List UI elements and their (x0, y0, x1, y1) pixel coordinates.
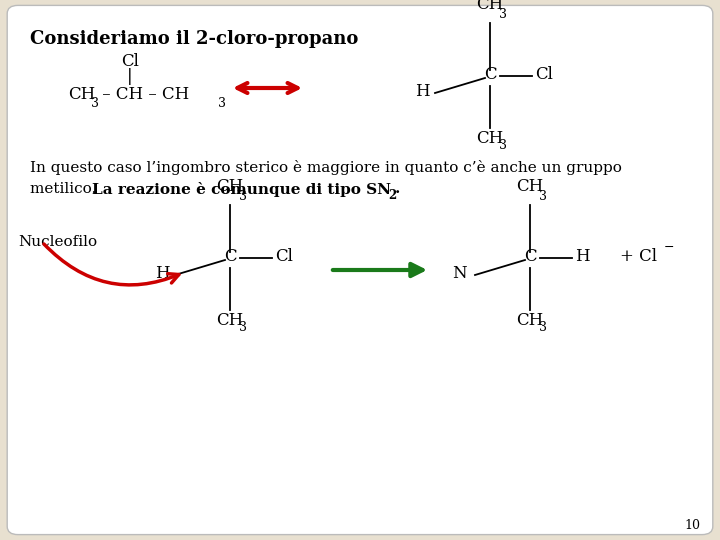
Text: CH: CH (216, 178, 243, 195)
Text: 3: 3 (91, 97, 99, 110)
Text: Nucleofilo: Nucleofilo (18, 235, 97, 249)
Text: 3: 3 (239, 321, 247, 334)
Text: metilico.: metilico. (30, 182, 101, 196)
Text: CH: CH (68, 86, 95, 103)
Text: 3: 3 (499, 139, 507, 152)
Text: CH: CH (216, 312, 243, 329)
Text: |: | (127, 68, 132, 85)
Text: Cl: Cl (535, 66, 553, 83)
Text: Cl: Cl (275, 248, 293, 265)
Text: CH: CH (476, 0, 503, 13)
Text: H: H (155, 265, 170, 282)
Text: 10: 10 (684, 519, 700, 532)
Text: C: C (484, 66, 497, 83)
Text: H: H (575, 248, 590, 265)
Text: 3: 3 (239, 190, 247, 203)
Text: Consideriamo il 2-cloro-propano: Consideriamo il 2-cloro-propano (30, 30, 359, 48)
Text: 3: 3 (499, 8, 507, 21)
Text: C: C (224, 248, 237, 265)
Text: H: H (415, 83, 430, 100)
Text: In questo caso l’ingombro sterico è maggiore in quanto c’è anche un gruppo: In questo caso l’ingombro sterico è magg… (30, 160, 622, 175)
Text: La reazione è comunque di tipo SN: La reazione è comunque di tipo SN (92, 182, 391, 197)
Text: Cl: Cl (121, 53, 139, 70)
Text: 3: 3 (539, 190, 547, 203)
Text: + Cl: + Cl (620, 248, 657, 265)
FancyArrowPatch shape (44, 244, 179, 285)
Text: C: C (524, 248, 536, 265)
Text: CH: CH (516, 178, 544, 195)
Text: N: N (452, 265, 467, 282)
Text: CH: CH (516, 312, 544, 329)
Text: −: − (664, 241, 675, 254)
Text: 3: 3 (539, 321, 547, 334)
Text: .: . (395, 182, 400, 196)
Text: CH: CH (476, 130, 503, 147)
Text: 2: 2 (388, 189, 396, 202)
Text: 3: 3 (218, 97, 226, 110)
Text: – CH – CH: – CH – CH (97, 86, 189, 103)
